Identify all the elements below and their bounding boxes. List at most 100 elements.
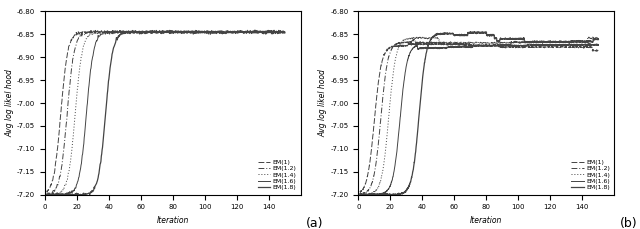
EM(1.2) [184,31,191,34]
EM(1.4) [151,30,159,33]
EM(1.8) [184,31,191,34]
EM(1.2) [595,49,602,52]
Y-axis label: Avg log likel hood: Avg log likel hood [319,69,328,137]
EM(1.6) [385,188,392,190]
EM(1.4) [42,194,51,197]
EM(1.4) [492,42,500,45]
EM(1.6) [202,31,210,34]
EM(1.6) [356,192,364,195]
EM(1.8) [462,34,470,36]
EM(1) [356,191,364,194]
EM(1.4) [356,194,364,196]
EM(1.2) [44,194,51,197]
EM(1) [104,31,112,33]
EM(1.4) [358,194,366,196]
EM(1.2) [375,140,383,142]
EM(1.2) [463,44,470,47]
EM(1.4) [104,30,112,33]
EM(1) [202,30,210,33]
EM(1.2) [197,29,205,32]
Line: EM(1.2): EM(1.2) [47,30,285,196]
Line: EM(1.6): EM(1.6) [360,44,598,196]
EM(1.4) [184,29,191,32]
EM(1.4) [202,32,210,35]
EM(1) [458,43,465,46]
EM(1.6) [462,46,470,49]
EM(1.2) [458,43,465,46]
EM(1.2) [492,44,500,47]
EM(1.4) [166,28,174,31]
EM(1.6) [492,44,500,47]
EM(1) [42,190,51,192]
EM(1.2) [42,192,51,195]
EM(1) [281,30,289,33]
Text: (a): (a) [306,217,323,229]
EM(1.6) [223,30,230,33]
EM(1.2) [223,31,230,34]
EM(1.6) [85,84,93,87]
EM(1) [467,44,474,46]
EM(1.6) [151,30,159,33]
EM(1.6) [104,31,112,33]
EM(1.8) [467,31,474,34]
EM(1.6) [467,46,474,49]
Line: EM(1): EM(1) [360,41,598,192]
Line: EM(1): EM(1) [47,30,285,192]
EM(1.2) [385,57,392,60]
EM(1.4) [223,31,230,34]
EM(1.2) [281,30,289,33]
Line: EM(1.8): EM(1.8) [47,30,285,197]
EM(1.4) [467,42,474,44]
EM(1.8) [104,85,112,87]
EM(1.6) [42,194,51,196]
Line: EM(1.4): EM(1.4) [47,30,285,196]
EM(1.6) [375,193,383,196]
EM(1.4) [85,33,93,36]
EM(1.8) [458,33,465,36]
Line: EM(1.6): EM(1.6) [47,30,285,196]
EM(1.2) [356,192,364,195]
EM(1.8) [151,31,159,34]
EM(1.6) [184,30,191,33]
EM(1) [356,191,364,193]
EM(1.4) [458,41,465,44]
EM(1.8) [251,29,259,31]
EM(1) [166,29,173,32]
X-axis label: Iteration: Iteration [157,216,189,225]
EM(1) [44,191,51,194]
EM(1) [462,42,470,45]
EM(1) [492,44,500,46]
EM(1.4) [385,120,392,123]
Line: EM(1.4): EM(1.4) [360,37,598,195]
Text: (b): (b) [620,217,637,229]
EM(1) [375,80,383,82]
EM(1.2) [410,38,418,41]
EM(1) [385,47,392,50]
EM(1.6) [527,43,535,45]
EM(1.8) [385,194,392,197]
EM(1.2) [467,44,474,47]
EM(1.8) [384,193,392,196]
EM(1.6) [367,194,375,197]
Legend: EM(1), EM(1.2), EM(1.4), EM(1.6), EM(1.8): EM(1), EM(1.2), EM(1.4), EM(1.6), EM(1.8… [256,158,298,191]
EM(1.4) [375,185,383,188]
EM(1.8) [42,194,51,197]
EM(1.2) [356,194,364,196]
EM(1.8) [356,193,364,196]
EM(1.4) [52,195,60,197]
EM(1.2) [202,30,210,33]
Y-axis label: Avg log likel hood: Avg log likel hood [5,69,14,137]
EM(1) [223,30,230,33]
EM(1.8) [595,38,602,41]
EM(1.2) [104,31,112,34]
EM(1) [595,44,602,46]
Line: EM(1.2): EM(1.2) [360,39,598,195]
EM(1.8) [202,30,210,33]
EM(1.4) [463,41,470,44]
EM(1.4) [595,36,602,39]
EM(1.8) [85,192,93,194]
Legend: EM(1), EM(1.2), EM(1.4), EM(1.6), EM(1.8): EM(1), EM(1.2), EM(1.4), EM(1.6), EM(1.8… [570,158,611,191]
EM(1.8) [374,193,382,196]
EM(1.6) [192,29,200,32]
EM(1) [184,30,191,33]
